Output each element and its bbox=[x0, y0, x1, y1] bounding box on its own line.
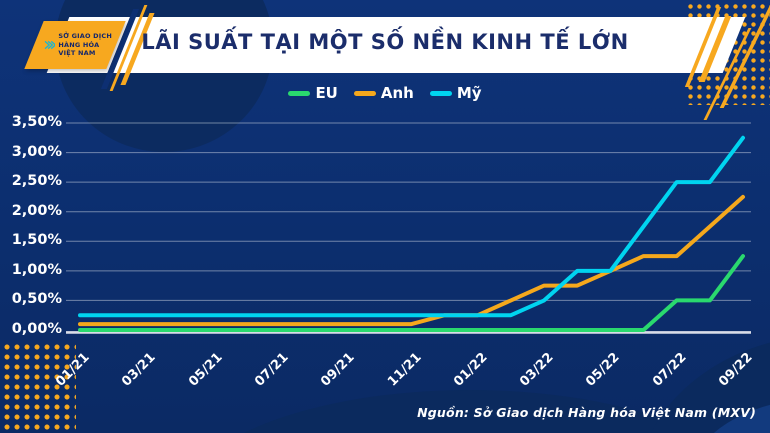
series-line-eu bbox=[78, 254, 745, 332]
legend-swatch-eu bbox=[288, 90, 311, 96]
logo-text-line: SỞ GIAO DỊCH bbox=[58, 32, 112, 41]
legend-item-anh: Anh bbox=[353, 84, 414, 102]
series-line-anh bbox=[78, 194, 745, 327]
legend-label-eu: EU bbox=[315, 84, 338, 102]
mxv-logo-card: SỞ GIAO DỊCH HÀNG HÓA VIỆT NAM bbox=[24, 21, 126, 69]
y-tick-label: 3,50% bbox=[11, 114, 62, 130]
dot-pattern-decoration bbox=[2, 342, 76, 431]
page-title: LÃI SUẤT TẠI MỘT SỐ NỀN KINH TẾ LỚN bbox=[141, 30, 629, 54]
legend-label-anh: Anh bbox=[380, 84, 414, 102]
legend-label-my: Mỹ bbox=[456, 84, 482, 102]
mxv-logo: SỞ GIAO DỊCH HÀNG HÓA VIỆT NAM bbox=[34, 21, 116, 69]
y-tick-label: 1,00% bbox=[11, 261, 62, 278]
chart-legend: EU Anh Mỹ bbox=[0, 84, 770, 102]
legend-item-my: Mỹ bbox=[429, 84, 482, 102]
legend-item-eu: EU bbox=[288, 84, 338, 102]
logo-text: SỞ GIAO DỊCH HÀNG HÓA VIỆT NAM bbox=[58, 32, 112, 57]
mxv-chevron-icon bbox=[44, 40, 56, 50]
y-tick-label: 2,50% bbox=[11, 173, 62, 190]
y-tick-label: 0,50% bbox=[11, 291, 62, 308]
y-tick-label: 2,00% bbox=[11, 202, 62, 219]
y-tick-label: 0,00% bbox=[11, 321, 62, 337]
source-caption: Nguồn: Sở Giao dịch Hàng hóa Việt Nam (M… bbox=[417, 405, 756, 420]
logo-text-line: VIỆT NAM bbox=[58, 49, 96, 58]
legend-swatch-anh bbox=[353, 90, 376, 96]
series-line-mỹ bbox=[78, 135, 745, 318]
logo-text-line: HÀNG HÓA bbox=[58, 40, 100, 49]
y-tick-label: 3,00% bbox=[11, 143, 62, 160]
y-tick-label: 1,50% bbox=[11, 232, 62, 249]
legend-swatch-my bbox=[429, 90, 452, 96]
